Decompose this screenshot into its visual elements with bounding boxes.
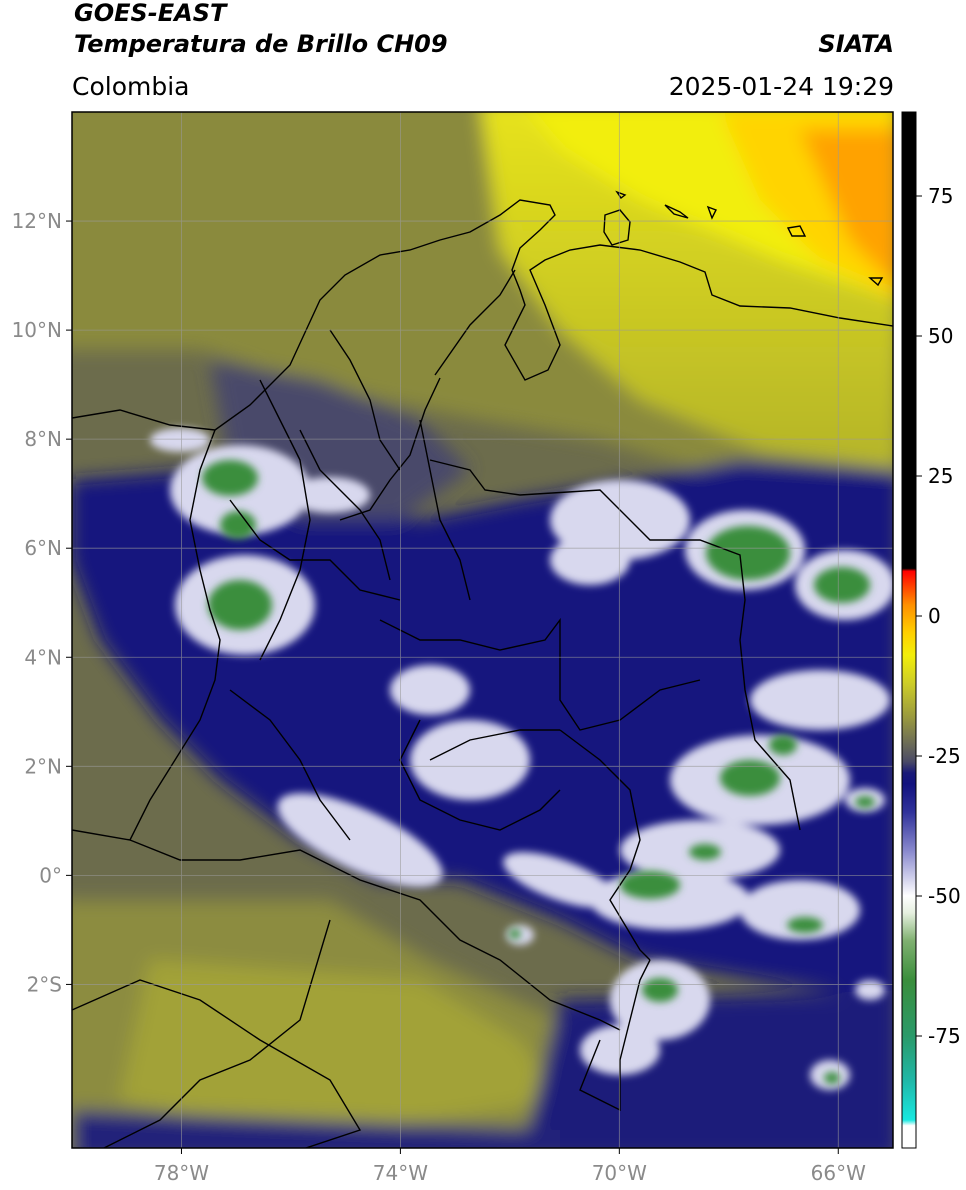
lon-tick-label: 78°W (154, 1161, 209, 1185)
lat-tick-label: 12°N (12, 209, 62, 233)
lat-tick-label: 0° (39, 863, 62, 887)
colorbar-gradient (901, 111, 917, 1149)
colorbar-tick-label: -50 (928, 884, 961, 908)
lat-tick-label: 8°N (24, 427, 62, 451)
title-product: Temperatura de Brillo CH09 (74, 30, 448, 58)
lat-tick-label: 2°S (27, 972, 62, 996)
timestamp-label: 2025-01-24 19:29 (668, 72, 894, 101)
colorbar: 75 50 25 0 -25 -50 -75 (901, 111, 961, 1149)
axis-ticks: 12°N 10°N 8°N 6°N 4°N 2°N 0° 2°S 78°W 74°W 70°W 66°… (12, 209, 867, 1185)
colorbar-ticks: 75 50 25 0 -25 -50 -75 (916, 184, 961, 1048)
lat-tick-label: 10°N (12, 318, 62, 342)
lon-tick-label: 70°W (592, 1161, 647, 1185)
title-satellite: GOES-EAST (74, 0, 227, 27)
lat-tick-label: 4°N (24, 645, 62, 669)
colorbar-tick-label: -75 (928, 1024, 961, 1048)
lat-tick-label: 2°N (24, 754, 62, 778)
country-borders (72, 190, 893, 1148)
map-grid (72, 112, 893, 1148)
colorbar-tick-label: 0 (928, 604, 941, 628)
region-label: Colombia (72, 72, 190, 101)
colorbar-tick-label: 25 (928, 464, 953, 488)
lon-tick-label: 74°W (373, 1161, 428, 1185)
satellite-image (72, 112, 893, 1148)
colorbar-tick-label: -25 (928, 744, 961, 768)
lat-tick-label: 6°N (24, 536, 62, 560)
lon-tick-label: 66°W (811, 1161, 866, 1185)
colorbar-tick-label: 50 (928, 324, 953, 348)
colorbar-tick-label: 75 (928, 184, 953, 208)
map-frame (71, 111, 894, 1149)
source-label: SIATA (818, 30, 894, 58)
